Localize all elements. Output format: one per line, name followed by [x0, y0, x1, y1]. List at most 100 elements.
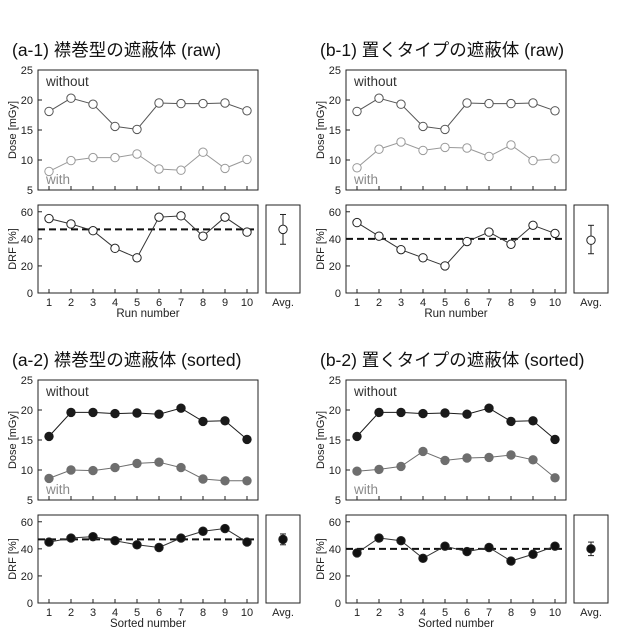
drf-y-tick-label: 20: [21, 261, 33, 273]
point-with-9: [529, 456, 537, 464]
avg-label: Avg.: [272, 297, 294, 309]
drf-y-tick-label: 60: [329, 517, 341, 529]
dose-y-tick-label: 15: [21, 125, 33, 137]
drf-point-2: [375, 534, 383, 542]
point-with-5: [133, 459, 141, 467]
drf-x-tick-label: 9: [222, 297, 228, 309]
point-with-3: [397, 462, 405, 470]
point-with-4: [111, 153, 119, 161]
dose-y-tick-label: 5: [27, 185, 33, 197]
point-without-5: [133, 125, 141, 133]
series-line-without: [49, 408, 247, 439]
drf-x-tick-label: 2: [376, 297, 382, 309]
drf-y-tick-label: 60: [21, 207, 33, 219]
drf-x-tick-label: 2: [68, 607, 74, 619]
drf-x-axis-label: Run number: [116, 308, 179, 320]
point-with-9: [221, 477, 229, 485]
point-without-8: [199, 99, 207, 107]
point-without-6: [155, 410, 163, 418]
point-without-5: [133, 409, 141, 417]
point-with-8: [507, 451, 515, 459]
drf-y-tick-label: 20: [329, 571, 341, 583]
drf-x-tick-label: 8: [508, 607, 514, 619]
dose-y-tick-label: 25: [329, 65, 341, 77]
dose-y-tick-label: 10: [21, 155, 33, 167]
dose-y-tick-label: 20: [21, 405, 33, 417]
point-without-2: [67, 408, 75, 416]
drf-x-tick-label: 1: [46, 607, 52, 619]
dose-y-tick-label: 25: [21, 65, 33, 77]
point-with-1: [353, 164, 361, 172]
drf-point-8: [507, 557, 515, 565]
series-label-without: without: [45, 384, 89, 399]
point-with-6: [463, 454, 471, 462]
point-with-10: [551, 155, 559, 163]
dose-y-tick-label: 20: [329, 405, 341, 417]
drf-line: [49, 216, 247, 258]
point-with-7: [177, 166, 185, 174]
drf-x-tick-label: 1: [354, 607, 360, 619]
drf-point-3: [397, 245, 405, 253]
dose-y-axis-label: Dose [mGy]: [315, 101, 327, 159]
drf-point-2: [67, 220, 75, 228]
point-with-8: [507, 141, 515, 149]
point-with-9: [221, 164, 229, 172]
series-line-without: [357, 408, 555, 439]
point-without-1: [45, 107, 53, 115]
drf-x-tick-label: 1: [46, 297, 52, 309]
avg-point: [587, 236, 595, 244]
series-line-with: [49, 462, 247, 481]
drf-point-9: [221, 213, 229, 221]
panel-a-2: (a-2) 襟巻型の遮蔽体 (sorted)510152025Dose [mGy…: [7, 350, 300, 630]
point-without-1: [45, 432, 53, 440]
panel-title: (b-1) 置くタイプの遮蔽体 (raw): [320, 40, 564, 60]
drf-y-tick-label: 0: [27, 598, 33, 610]
drf-x-tick-label: 2: [68, 297, 74, 309]
point-with-4: [419, 146, 427, 154]
avg-box-frame: [574, 515, 608, 603]
series-label-without: without: [45, 74, 89, 89]
point-without-5: [441, 409, 449, 417]
point-without-3: [89, 100, 97, 108]
series-line-with: [357, 451, 555, 477]
drf-x-tick-label: 2: [376, 607, 382, 619]
series-label-with: with: [45, 482, 70, 497]
point-with-3: [397, 138, 405, 146]
point-with-6: [463, 144, 471, 152]
point-without-10: [551, 107, 559, 115]
drf-line: [49, 529, 247, 548]
drf-y-axis-label: DRF [%]: [315, 228, 327, 270]
point-without-7: [177, 404, 185, 412]
dose-y-axis-label: Dose [mGy]: [7, 101, 19, 159]
point-with-2: [375, 465, 383, 473]
point-without-2: [67, 94, 75, 102]
drf-point-9: [529, 221, 537, 229]
dose-y-tick-label: 10: [329, 465, 341, 477]
drf-x-tick-label: 10: [549, 607, 561, 619]
point-with-2: [67, 156, 75, 164]
drf-point-10: [243, 228, 251, 236]
drf-x-axis-label: Sorted number: [110, 618, 186, 630]
drf-y-tick-label: 0: [335, 288, 341, 300]
drf-x-tick-label: 9: [530, 297, 536, 309]
point-without-2: [375, 408, 383, 416]
point-with-4: [111, 463, 119, 471]
series-line-with: [49, 152, 247, 171]
point-without-7: [485, 99, 493, 107]
drf-y-tick-label: 40: [329, 234, 341, 246]
point-with-5: [441, 456, 449, 464]
panel-title: (a-1) 襟巻型の遮蔽体 (raw): [12, 40, 221, 60]
series-label-with: with: [353, 482, 378, 497]
drf-x-tick-label: 9: [530, 607, 536, 619]
point-without-10: [551, 435, 559, 443]
drf-x-axis-label: Sorted number: [418, 618, 494, 630]
drf-point-6: [155, 213, 163, 221]
avg-point: [279, 225, 287, 233]
point-without-9: [529, 417, 537, 425]
dose-y-tick-label: 5: [335, 185, 341, 197]
avg-box-frame: [266, 515, 300, 603]
series-line-with: [357, 142, 555, 168]
drf-plot-frame: [346, 515, 566, 603]
series-line-without: [357, 98, 555, 129]
dose-y-tick-label: 15: [21, 435, 33, 447]
